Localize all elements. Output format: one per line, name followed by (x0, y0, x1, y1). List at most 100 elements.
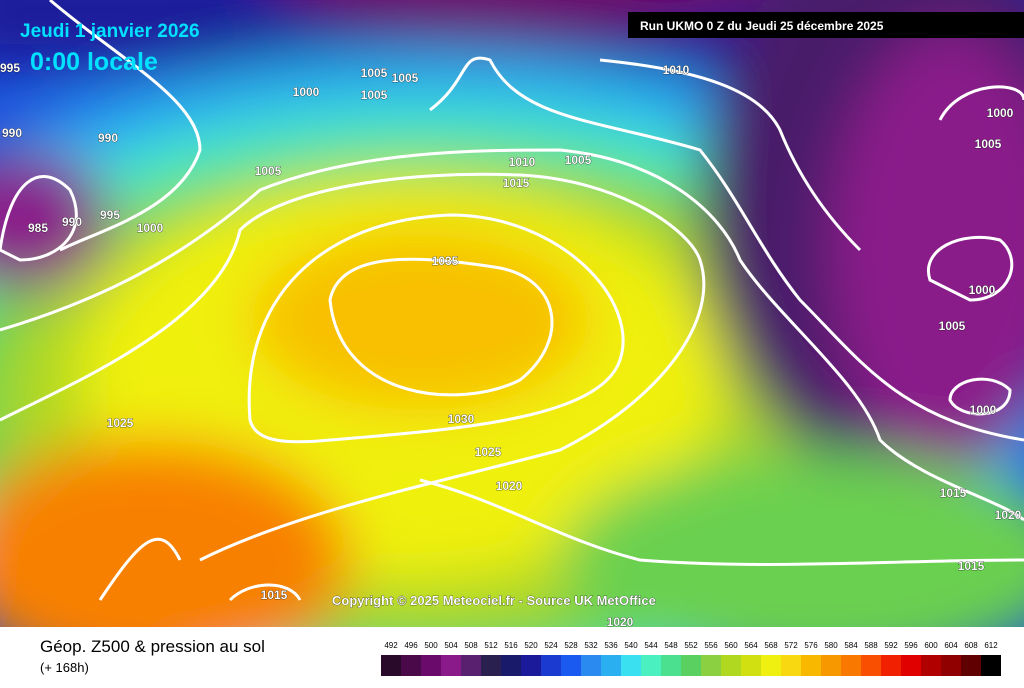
scale-label: 496 (404, 641, 418, 650)
scale-label: 524 (544, 641, 558, 650)
color-scale: 492 496 500 504 508 512 516 520 524 528 532 536 540 5… (381, 641, 1001, 676)
scale-cell (561, 655, 581, 676)
scale-cell (541, 655, 561, 676)
scale-cell (681, 655, 701, 676)
isobar-label: 1000 (293, 85, 320, 99)
scale-label: 520 (524, 641, 538, 650)
scale-cell (841, 655, 861, 676)
scale-cell (521, 655, 541, 676)
isobar-label: 1005 (939, 319, 966, 333)
isobar-label: 1015 (261, 588, 288, 602)
scale-label: 572 (784, 641, 798, 650)
isobar-label: 1030 (448, 412, 475, 426)
isobar-label: 1005 (361, 66, 388, 80)
scale-cell (701, 655, 721, 676)
scale-label: 576 (804, 641, 818, 650)
run-label: Run UKMO 0 Z du Jeudi 25 décembre 2025 (640, 19, 884, 33)
scale-cell (621, 655, 641, 676)
scale-cell (981, 655, 1001, 676)
scale-cell (381, 655, 401, 676)
scale-label: 532 (584, 641, 598, 650)
isobar-label: 1000 (969, 283, 996, 297)
time-label: 0:00 locale (30, 48, 158, 76)
isobar-label: 1000 (987, 106, 1014, 120)
scale-cell (581, 655, 601, 676)
scale-cell (861, 655, 881, 676)
scale-label: 512 (484, 641, 498, 650)
scale-cell (741, 655, 761, 676)
isobar-label: 1020 (607, 615, 634, 629)
isobar-label: 1025 (475, 445, 502, 459)
scale-cell (601, 655, 621, 676)
isobar-label: 1015 (940, 486, 967, 500)
scale-label: 552 (684, 641, 698, 650)
scale-label: 540 (624, 641, 638, 650)
isobar-label: 995 (100, 208, 120, 222)
scale-cell (941, 655, 961, 676)
isobar-label: 1005 (255, 164, 282, 178)
scale-label: 500 (424, 641, 438, 650)
isobar-label: 1000 (137, 221, 164, 235)
scale-label: 604 (944, 641, 958, 650)
isobar-label: 1005 (975, 137, 1002, 151)
scale-cell (441, 655, 461, 676)
scale-cell (761, 655, 781, 676)
scale-label: 508 (464, 641, 478, 650)
isobar-label: 1025 (107, 416, 134, 430)
copyright: Copyright © 2025 Meteociel.fr - Source U… (332, 593, 656, 608)
scale-label: 536 (604, 641, 618, 650)
isobar-label: 1000 (970, 403, 997, 417)
scale-label: 544 (644, 641, 658, 650)
scale-label: 516 (504, 641, 518, 650)
scale-label: 592 (884, 641, 898, 650)
isobar-label: 1015 (503, 176, 530, 190)
scale-label: 568 (764, 641, 778, 650)
isobar-labels: 995 990 985 990 995 1000 990 1000 1005 1005 1005 10… (0, 61, 1022, 630)
scale-label: 560 (724, 641, 738, 650)
isobar-label: 990 (98, 131, 118, 145)
scale-cell (921, 655, 941, 676)
isobar-label: 1005 (565, 153, 592, 167)
isobar-label: 1005 (392, 71, 419, 85)
scale-label: 564 (744, 641, 758, 650)
scale-label: 528 (564, 641, 578, 650)
legend-title: Géop. Z500 & pression au sol (40, 637, 265, 656)
scale-label: 612 (984, 641, 998, 650)
scale-label: 588 (864, 641, 878, 650)
scale-cell (781, 655, 801, 676)
scale-label: 600 (924, 641, 938, 650)
date-label: Jeudi 1 janvier 2026 (20, 21, 200, 42)
isobar-label: 1035 (432, 254, 459, 268)
scale-label: 492 (384, 641, 398, 650)
scale-cell (461, 655, 481, 676)
scale-cell (641, 655, 661, 676)
isobar-label: 995 (0, 61, 20, 75)
scale-cell (801, 655, 821, 676)
scale-cell (901, 655, 921, 676)
scale-cell (661, 655, 681, 676)
scale-cell (401, 655, 421, 676)
isobar-label: 985 (28, 221, 48, 235)
scale-cell (961, 655, 981, 676)
isobar-label: 1010 (663, 63, 690, 77)
isobar-label: 1010 (509, 155, 536, 169)
scale-cell (421, 655, 441, 676)
scale-cell (721, 655, 741, 676)
isobar-label: 1015 (958, 559, 985, 573)
isobar-label: 1020 (496, 479, 523, 493)
scale-label: 608 (964, 641, 978, 650)
scale-label: 548 (664, 641, 678, 650)
scale-cell (881, 655, 901, 676)
scale-label: 504 (444, 641, 458, 650)
scale-cell (821, 655, 841, 676)
scale-label: 580 (824, 641, 838, 650)
scale-label: 556 (704, 641, 718, 650)
legend-lead: (+ 168h) (40, 660, 89, 675)
isobar-label: 990 (62, 215, 82, 229)
scale-cell (501, 655, 521, 676)
scale-label: 584 (844, 641, 858, 650)
scale-label: 596 (904, 641, 918, 650)
isobar-label: 1020 (995, 508, 1022, 522)
